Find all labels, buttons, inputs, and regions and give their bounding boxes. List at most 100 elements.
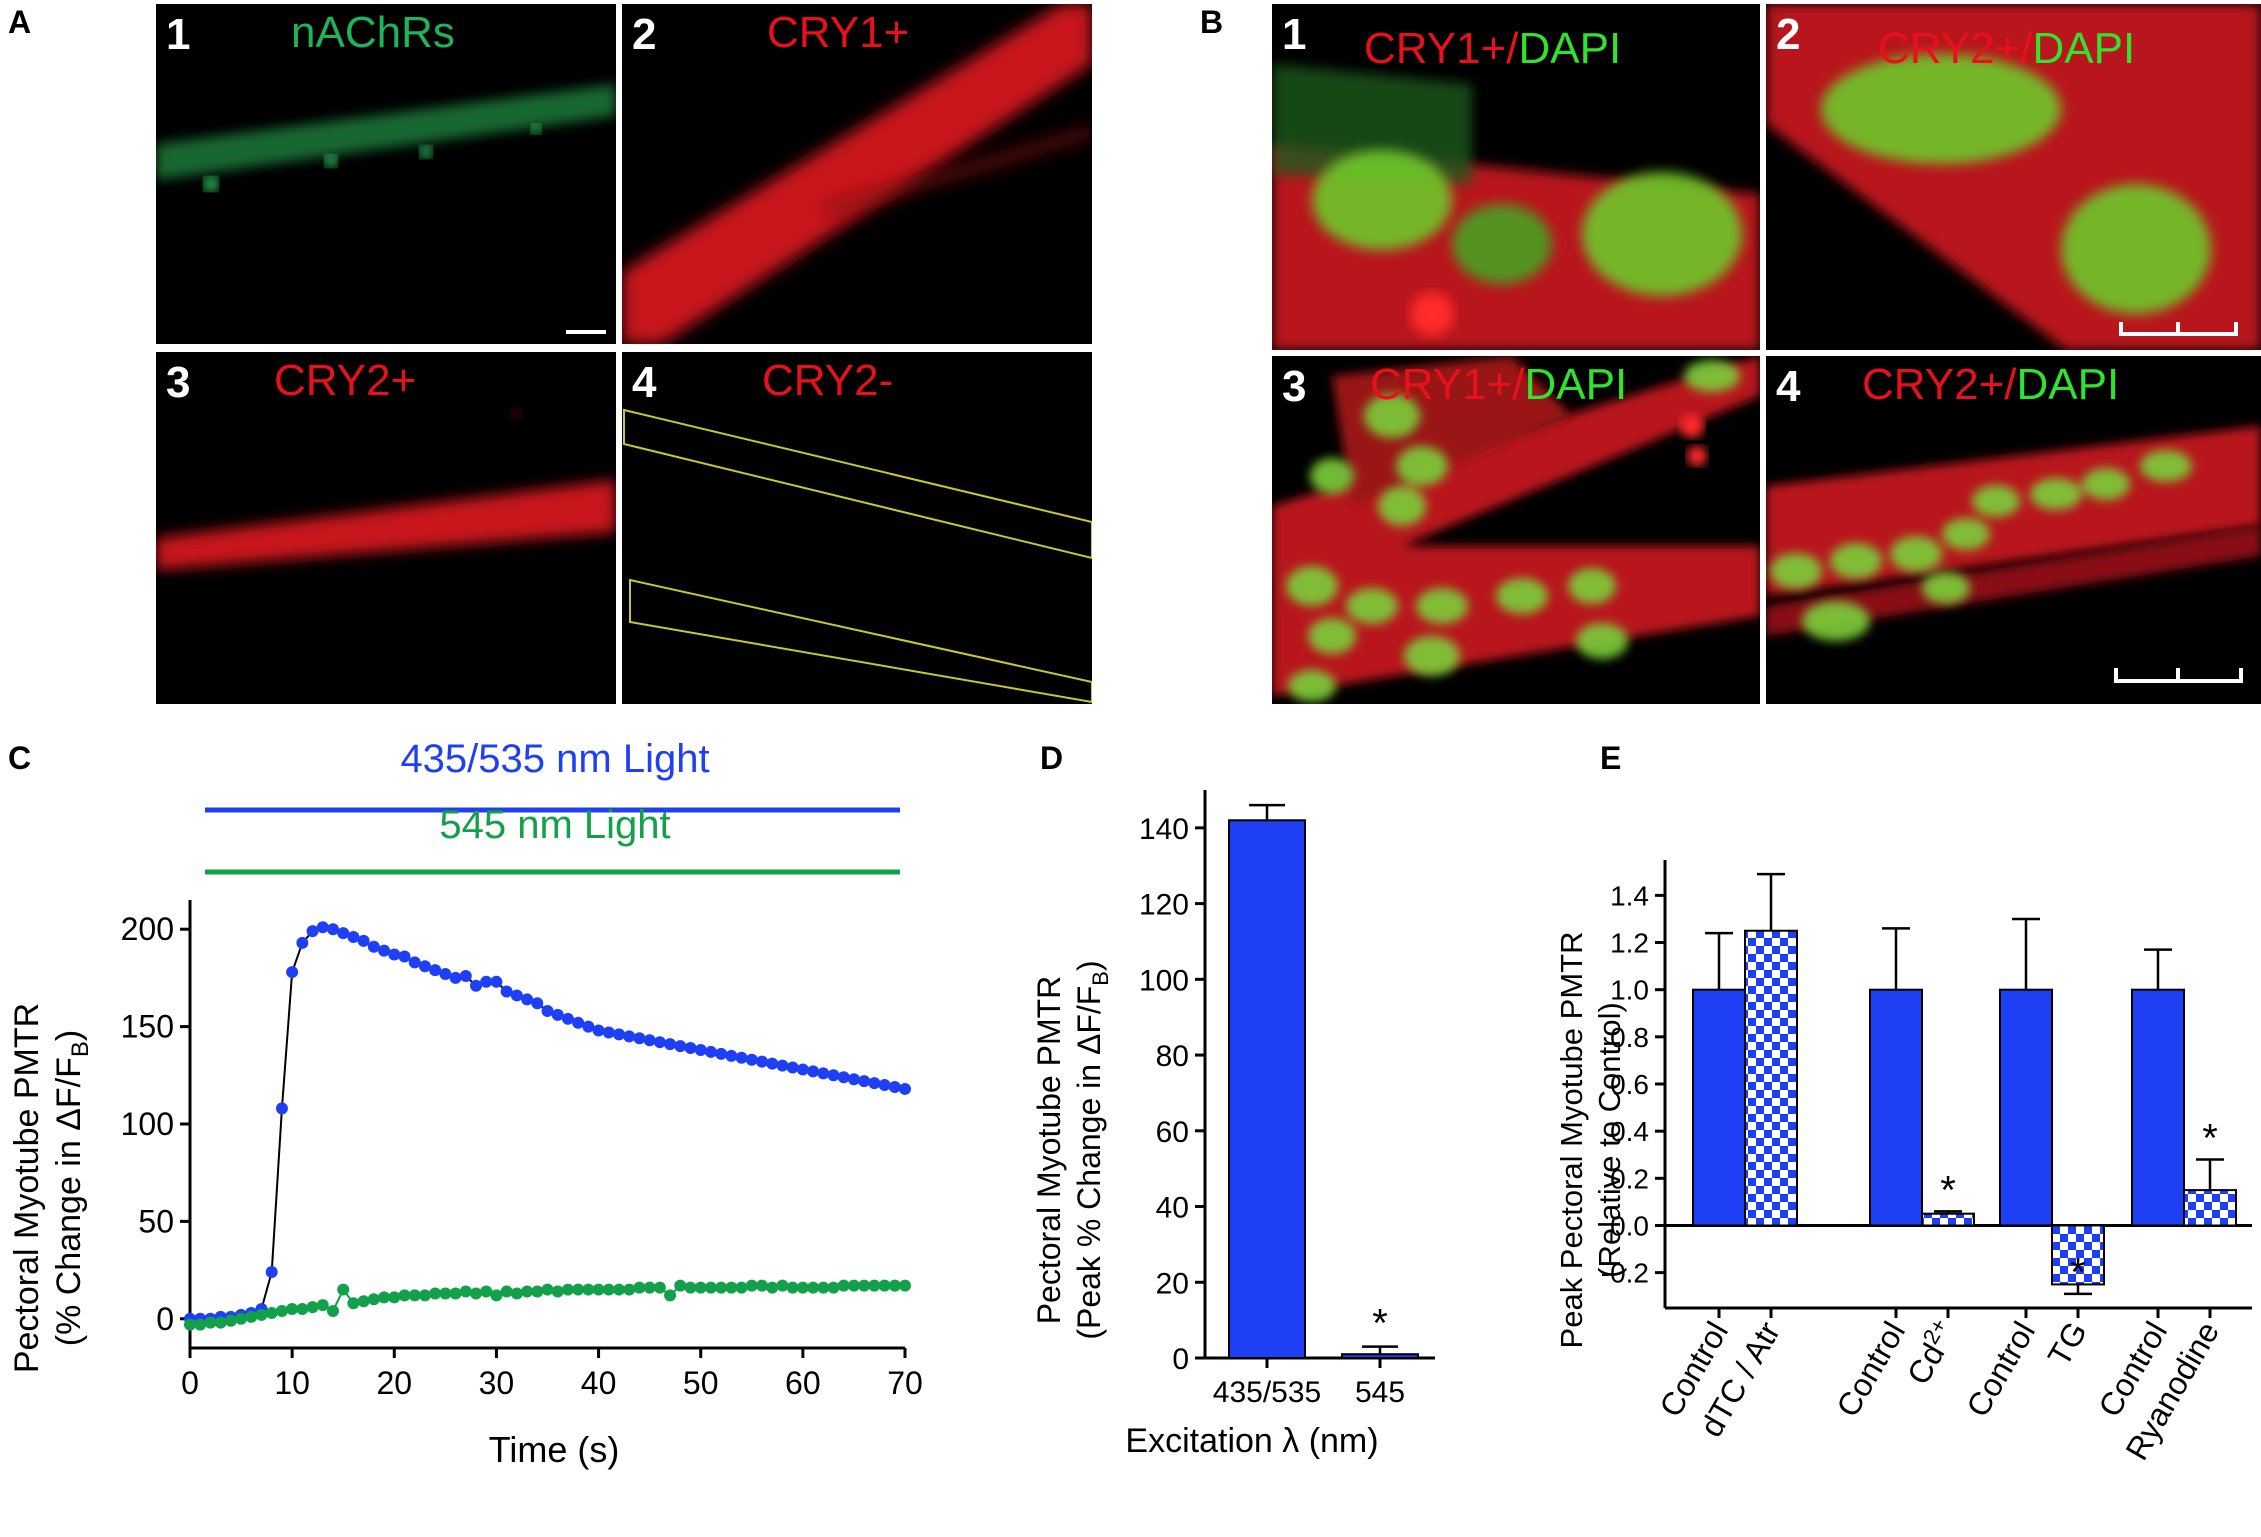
significance-marker: * bbox=[2202, 1116, 2218, 1160]
data-point-blue bbox=[653, 1036, 666, 1049]
data-point-green bbox=[847, 1279, 860, 1292]
data-point-green bbox=[592, 1283, 605, 1296]
data-point-green bbox=[827, 1281, 840, 1294]
y-tick-label: 0.4 bbox=[1610, 1116, 1649, 1147]
y-axis-title-line2: (Relative to Control) bbox=[1592, 1002, 1627, 1278]
data-point-blue bbox=[684, 1042, 697, 1055]
panel-a2-image: 2 CRY1+ bbox=[622, 4, 1092, 344]
data-point-green bbox=[388, 1291, 401, 1304]
data-point-green bbox=[786, 1281, 799, 1294]
tile-number: 3 bbox=[166, 358, 191, 407]
data-point-green bbox=[664, 1289, 677, 1302]
data-point-blue bbox=[633, 1032, 646, 1045]
data-point-blue bbox=[367, 940, 380, 953]
y-tick-label: 50 bbox=[138, 1203, 174, 1239]
significance-marker: * bbox=[2070, 1250, 2086, 1294]
significance-marker: * bbox=[1940, 1168, 1956, 1212]
data-point-blue bbox=[459, 969, 472, 982]
control-bar bbox=[1869, 988, 1923, 1227]
data-point-green bbox=[449, 1287, 462, 1300]
y-axis-title-line2: (% Change in ΔF/FB) bbox=[50, 1030, 94, 1347]
data-point-green bbox=[347, 1297, 360, 1310]
data-point-blue bbox=[470, 979, 482, 992]
y-tick-label: 140 bbox=[1139, 813, 1189, 846]
y-tick-label: 40 bbox=[1156, 1192, 1189, 1225]
data-point-green bbox=[858, 1279, 871, 1292]
data-point-blue bbox=[500, 985, 513, 998]
tile-number: 3 bbox=[1282, 362, 1307, 411]
data-point-green bbox=[531, 1285, 544, 1298]
data-point-green bbox=[316, 1299, 329, 1312]
data-point-green bbox=[694, 1281, 707, 1294]
data-point-green bbox=[357, 1295, 370, 1308]
chart-d: 0 20 40 60 80 100 120 140 435/535 545 * Excitatio… bbox=[1031, 790, 1435, 1460]
y-tick-label: 100 bbox=[121, 1106, 174, 1142]
data-point-blue bbox=[878, 1079, 891, 1092]
data-point-green bbox=[878, 1279, 891, 1292]
data-point-blue bbox=[827, 1069, 840, 1082]
data-point-blue bbox=[735, 1051, 748, 1064]
y-tick-label: 100 bbox=[1139, 964, 1189, 997]
data-point-blue bbox=[337, 927, 350, 940]
data-point-green bbox=[776, 1279, 789, 1292]
data-point-blue bbox=[613, 1028, 625, 1041]
data-point-blue bbox=[592, 1024, 605, 1037]
x-tick-label: 50 bbox=[683, 1365, 719, 1401]
y-axis-title: Pectoral Myotube PMTR (Peak % Change in … bbox=[1031, 960, 1113, 1339]
data-point-blue bbox=[786, 1061, 799, 1074]
cry2-fiber-image bbox=[156, 409, 616, 570]
data-point-green bbox=[715, 1281, 728, 1294]
data-point-green bbox=[817, 1281, 830, 1294]
data-point-green bbox=[868, 1279, 881, 1292]
x-tick-label: 60 bbox=[785, 1365, 821, 1401]
y-tick-label: 0 bbox=[156, 1301, 174, 1337]
tile-number: 4 bbox=[632, 358, 657, 407]
data-point-green bbox=[418, 1289, 431, 1302]
data-point-blue bbox=[490, 975, 503, 988]
tile-number: 2 bbox=[1776, 10, 1801, 59]
data-point-blue bbox=[306, 925, 319, 938]
y-axis-title-line1: Peak Pectoral Myotube PMTR bbox=[1554, 932, 1589, 1349]
data-point-green bbox=[459, 1285, 472, 1298]
data-point-green bbox=[541, 1283, 554, 1296]
cry2-dapi-image bbox=[1766, 426, 2261, 683]
title-red-part: CRY1+/ bbox=[1364, 24, 1519, 73]
cry2-negative-outline-image bbox=[623, 408, 1092, 704]
x-tick-label: 435/535 bbox=[1213, 1376, 1321, 1409]
data-point-green bbox=[245, 1310, 258, 1323]
data-point-blue bbox=[388, 948, 401, 961]
data-point-blue bbox=[725, 1049, 738, 1062]
tile-number: 2 bbox=[632, 10, 657, 59]
data-point-green bbox=[633, 1281, 646, 1294]
data-point-blue bbox=[745, 1053, 758, 1066]
control-bar bbox=[1999, 988, 2053, 1227]
tile-title: CRY2+ bbox=[274, 356, 417, 405]
bar bbox=[1341, 1353, 1419, 1359]
data-point-green bbox=[327, 1304, 339, 1317]
data-point-green bbox=[439, 1287, 452, 1300]
data-point-blue bbox=[664, 1038, 677, 1051]
data-point-blue bbox=[551, 1008, 564, 1021]
panel-e-label: E bbox=[1600, 740, 1622, 776]
panel-c-label: C bbox=[8, 740, 32, 776]
data-point-blue bbox=[807, 1065, 820, 1078]
data-point-blue bbox=[316, 921, 329, 934]
data-point-blue bbox=[704, 1045, 717, 1058]
data-point-blue bbox=[756, 1055, 768, 1068]
cry1-fiber-image bbox=[622, 4, 1092, 344]
data-point-blue bbox=[715, 1047, 728, 1060]
y-tick-label: 0 bbox=[1172, 1343, 1189, 1376]
data-point-green bbox=[490, 1289, 503, 1302]
y-axis-title-line2: (Peak % Change in ΔF/FB) bbox=[1071, 960, 1113, 1339]
panel-a-label: A bbox=[8, 4, 32, 40]
tile-number: 1 bbox=[166, 10, 191, 59]
data-point-blue bbox=[286, 966, 299, 979]
x-tick-label-control: Control bbox=[1829, 1316, 1912, 1423]
title-red-part: CRY2+/ bbox=[1878, 24, 2033, 73]
series-line-blue bbox=[190, 926, 906, 1320]
x-tick-label: 10 bbox=[274, 1365, 310, 1401]
data-point-green bbox=[582, 1283, 595, 1296]
tile-title: CRY2- bbox=[762, 356, 894, 405]
data-point-green bbox=[766, 1281, 779, 1294]
cry1-dapi-image bbox=[1272, 356, 1760, 702]
